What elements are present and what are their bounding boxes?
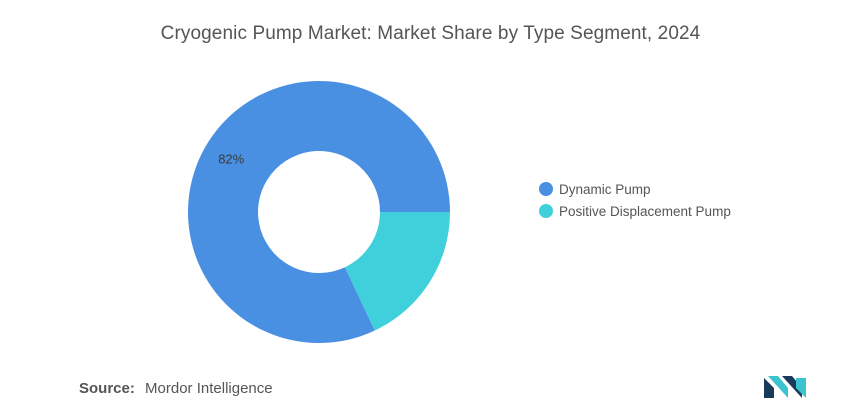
legend-swatch — [539, 182, 553, 196]
legend-item-positive-displacement-pump: Positive Displacement Pump — [539, 200, 731, 222]
chart-legend: Dynamic Pump Positive Displacement Pump — [539, 178, 731, 222]
mordor-intelligence-logo-icon — [764, 376, 806, 398]
legend-label: Positive Displacement Pump — [559, 203, 731, 219]
slice-dynamic-pump — [188, 81, 451, 344]
slice-positive-displacement-pump — [344, 212, 451, 331]
source-label: Source: — [79, 380, 135, 397]
legend-swatch — [539, 204, 553, 218]
source-value: Mordor Intelligence — [145, 380, 273, 397]
chart-title: Cryogenic Pump Market: Market Share by T… — [160, 23, 701, 44]
data-label-dynamic-pump: 82% — [218, 152, 244, 167]
source-note: Source: Mordor Intelligence — [79, 380, 273, 397]
legend-label: Dynamic Pump — [559, 181, 651, 197]
legend-item-dynamic-pump: Dynamic Pump — [539, 178, 731, 200]
